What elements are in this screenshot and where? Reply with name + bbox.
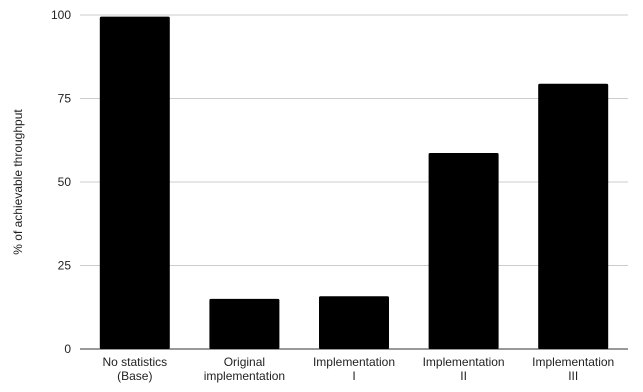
x-category-label: No statistics (Base) — [102, 355, 167, 383]
x-category-label: Implementation II — [423, 355, 505, 383]
bar — [99, 16, 170, 349]
y-tick-labels: 0 25 50 75 100 — [51, 8, 71, 356]
y-axis-label: % of achievable throughput — [11, 109, 25, 255]
gridlines — [80, 14, 628, 350]
bar — [428, 152, 499, 349]
x-category-labels: No statistics (Base) Original implementatio… — [102, 355, 614, 383]
bar — [319, 296, 389, 349]
bar — [538, 83, 609, 349]
y-tick-label: 75 — [58, 92, 72, 106]
x-category-label: Implementation I — [313, 355, 395, 383]
y-tick-label: 25 — [58, 259, 72, 273]
x-category-label: Implementation III — [532, 355, 614, 383]
y-tick-label: 100 — [51, 8, 71, 22]
y-tick-label: 0 — [64, 342, 71, 356]
bar — [209, 298, 280, 349]
y-tick-label: 50 — [58, 175, 72, 189]
x-category-label: Original implementation — [204, 355, 285, 383]
bars — [99, 16, 609, 349]
